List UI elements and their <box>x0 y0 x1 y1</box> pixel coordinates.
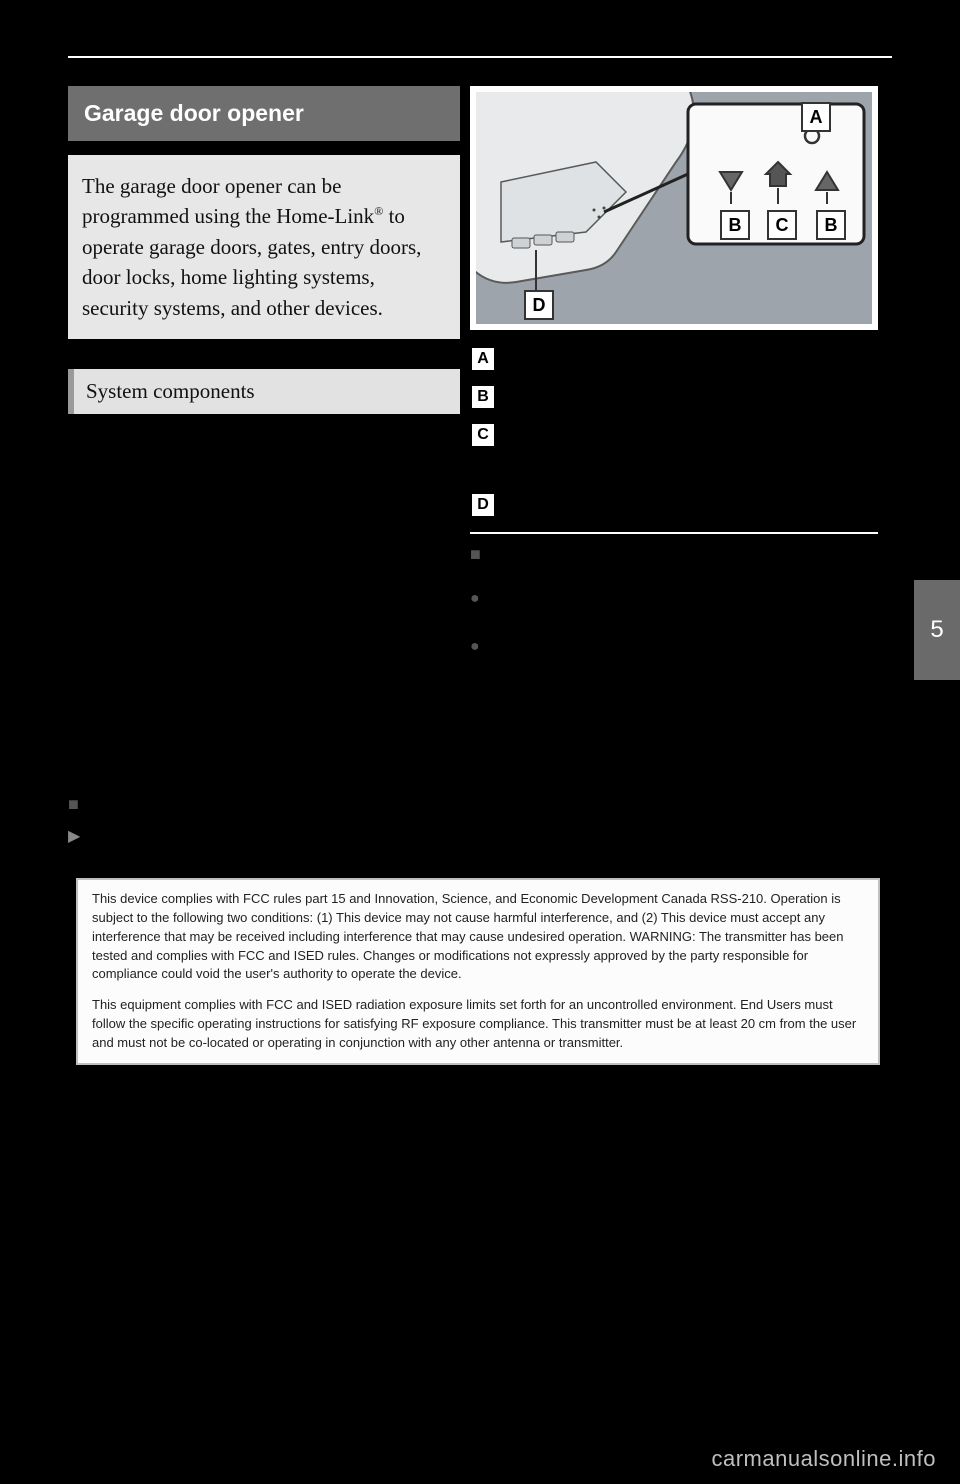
fcc-paragraph-2: This equipment complies with FCC and ISE… <box>92 996 864 1053</box>
note-triangle: ▶ <box>68 826 460 846</box>
manual-page: Garage door opener The garage door opene… <box>0 0 960 1484</box>
top-rule <box>68 56 892 58</box>
component-item: B <box>470 382 878 410</box>
homelink-diagram: A B C B D <box>470 86 878 330</box>
fcc-box: This device complies with FCC rules part… <box>76 878 880 1065</box>
fcc-paragraph-1: This device complies with FCC rules part… <box>92 890 864 984</box>
letter-box-c: C <box>470 422 496 448</box>
left-column: Garage door opener The garage door opene… <box>68 86 460 846</box>
letter-box-a: A <box>470 346 496 372</box>
callout-b-right: B <box>816 210 846 240</box>
letter-box-d: D <box>470 492 496 518</box>
left-body-spacer <box>68 414 460 794</box>
intro-box: The garage door opener can be programmed… <box>68 155 460 339</box>
registered-mark: ® <box>374 204 383 218</box>
section-heading: System components <box>68 369 460 414</box>
thin-rule <box>470 532 878 534</box>
note-bullet: ■ <box>68 794 460 816</box>
chapter-tab: 5 <box>914 580 960 680</box>
callout-a: A <box>801 102 831 132</box>
callout-c: C <box>767 210 797 240</box>
component-item: A <box>470 344 878 372</box>
letter-box-b: B <box>470 384 496 410</box>
callout-b-left: B <box>720 210 750 240</box>
watermark: carmanualsonline.info <box>711 1446 936 1472</box>
component-item: D <box>470 490 878 518</box>
component-list: A B C D <box>470 344 878 518</box>
page-title: Garage door opener <box>68 86 460 141</box>
note-block: ■ ● ● <box>470 544 878 656</box>
callout-d: D <box>524 290 554 320</box>
intro-text-pre: The garage door opener can be programmed… <box>82 174 374 228</box>
component-item: C <box>470 420 878 448</box>
right-column: A B C B D A B C D ■ ● ● <box>470 86 878 656</box>
